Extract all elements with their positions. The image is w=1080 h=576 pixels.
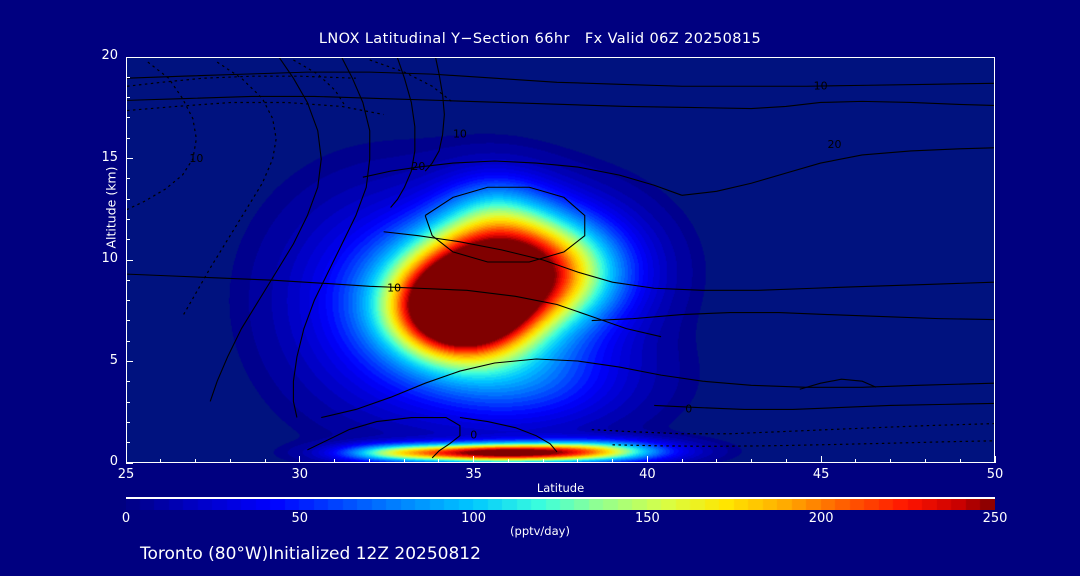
contour-label: 10	[814, 79, 828, 92]
x-tick-label: 45	[812, 467, 830, 482]
x-major-tick	[125, 456, 127, 463]
x-minor-tick	[160, 459, 162, 463]
contour-overlay: 10 20 10 10 10 20 0 0	[127, 58, 994, 459]
x-tick-label: 35	[465, 467, 482, 482]
y-major-tick	[126, 158, 133, 159]
x-minor-tick	[751, 459, 753, 463]
x-minor-tick	[542, 459, 544, 463]
x-minor-tick	[438, 459, 440, 463]
y-major-tick	[126, 56, 133, 58]
page-title: LNOX Latitudinal Y−Section 66hr Fx Valid…	[318, 31, 762, 47]
colorbar-tick-label: 250	[982, 511, 1008, 526]
plot-area: 10 20 10 10 10 20 0 0	[126, 57, 995, 463]
y-minor-tick	[126, 239, 130, 241]
y-minor-tick	[126, 137, 130, 139]
y-major-tick	[126, 259, 133, 261]
colorbar-tick-label: 150	[634, 511, 660, 526]
contour-label: 10	[453, 128, 467, 141]
contour-label: 10	[189, 152, 203, 165]
colorbar-gradient	[126, 499, 995, 510]
x-tick-label: 40	[639, 467, 656, 482]
x-minor-tick	[403, 459, 405, 463]
colorbar-tick-label: 200	[808, 511, 834, 526]
colorbar-tick-label: 50	[291, 511, 309, 526]
x-axis-title: Latitude	[536, 481, 585, 495]
x-major-tick	[994, 456, 996, 463]
x-minor-tick	[368, 459, 370, 463]
y-minor-tick	[126, 320, 130, 322]
heatmap-field	[127, 58, 994, 462]
y-minor-tick	[126, 178, 130, 180]
colorbar	[126, 497, 995, 510]
x-minor-tick	[612, 459, 614, 463]
colorbar-units-label: (pptv/day)	[510, 524, 570, 538]
y-minor-tick	[126, 340, 130, 342]
y-axis-title: Altitude (km)	[103, 166, 119, 249]
colorbar-tick-label: 0	[121, 511, 131, 526]
colorbar-tick-label: 100	[461, 511, 486, 526]
x-minor-tick	[577, 459, 579, 463]
x-major-tick	[299, 456, 301, 463]
y-minor-tick	[126, 421, 130, 423]
y-major-tick	[126, 462, 133, 464]
y-minor-tick	[126, 117, 130, 119]
x-major-tick	[473, 456, 475, 463]
x-minor-tick	[959, 459, 961, 463]
y-minor-tick	[126, 97, 130, 99]
y-tick-label: 10	[101, 251, 118, 266]
x-tick-label: 50	[986, 467, 1004, 482]
x-minor-tick	[264, 459, 266, 463]
x-major-tick	[820, 456, 822, 463]
y-tick-label: 0	[109, 454, 118, 469]
contour-label: 20	[827, 138, 841, 151]
y-minor-tick	[126, 279, 130, 281]
x-minor-tick	[507, 459, 509, 463]
y-tick-label: 20	[101, 48, 118, 63]
y-tick-label: 15	[101, 149, 118, 165]
x-minor-tick	[195, 459, 197, 463]
x-major-tick	[646, 456, 648, 463]
x-minor-tick	[334, 459, 336, 463]
x-minor-tick	[785, 459, 787, 463]
contour-label: 10	[387, 281, 401, 294]
y-minor-tick	[126, 442, 130, 444]
y-minor-tick	[126, 401, 130, 403]
x-minor-tick	[924, 459, 926, 463]
x-tick-label: 25	[117, 467, 135, 482]
contour-label: 0	[685, 402, 692, 415]
y-minor-tick	[126, 300, 130, 302]
y-minor-tick	[126, 381, 130, 383]
y-major-tick	[126, 361, 133, 362]
x-minor-tick	[890, 459, 892, 463]
footer-caption: Toronto (80°W)Initialized 12Z 20250812	[140, 544, 481, 564]
y-tick-label: 5	[109, 352, 118, 368]
y-minor-tick	[126, 76, 130, 78]
x-minor-tick	[681, 459, 683, 463]
contour-label: 20	[411, 160, 425, 173]
contour-label: 0	[470, 429, 477, 442]
x-minor-tick	[855, 459, 857, 463]
x-tick-label: 30	[291, 467, 309, 482]
y-minor-tick	[126, 218, 130, 220]
x-minor-tick	[229, 459, 231, 463]
x-minor-tick	[716, 459, 718, 463]
y-minor-tick	[126, 198, 130, 200]
